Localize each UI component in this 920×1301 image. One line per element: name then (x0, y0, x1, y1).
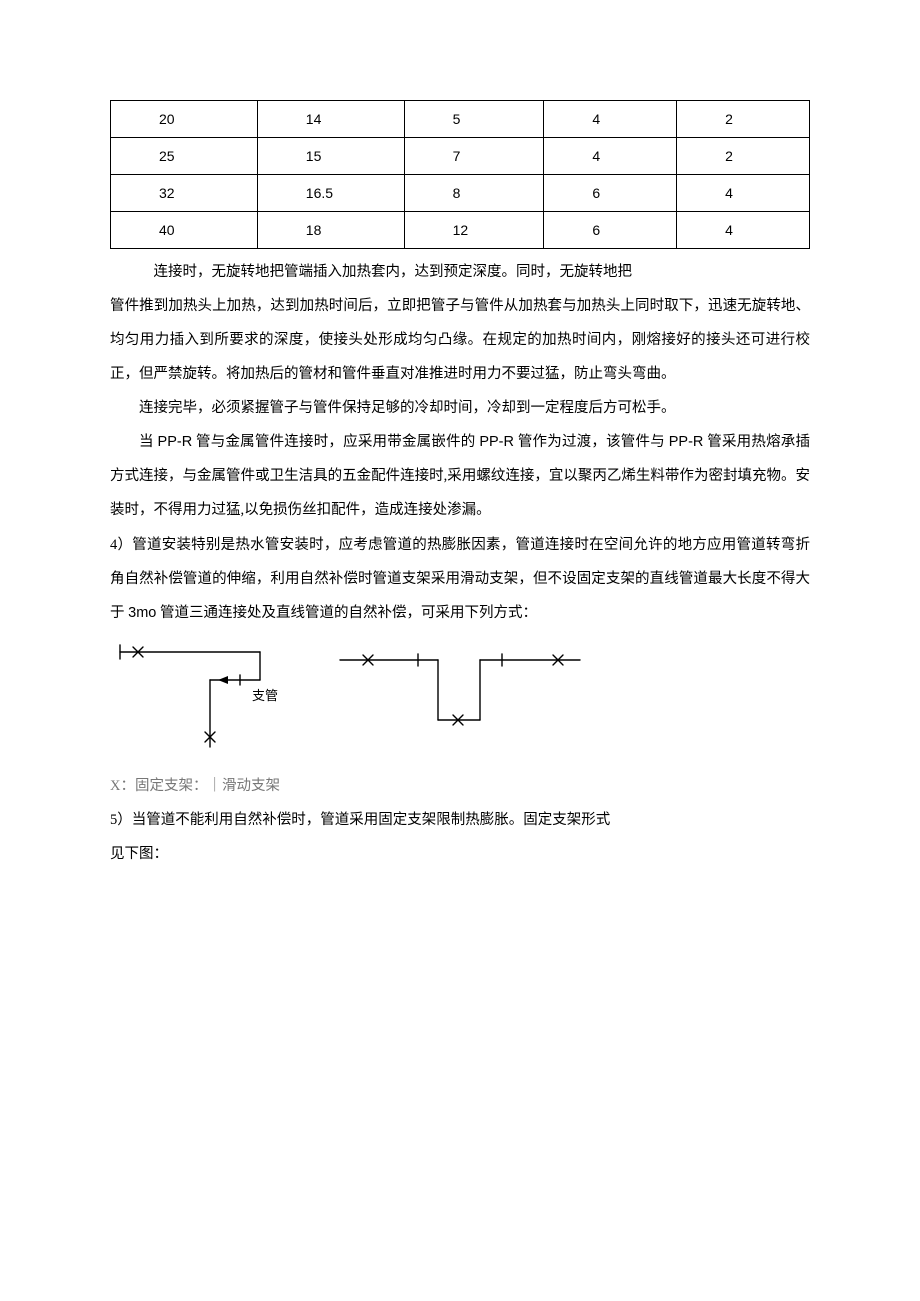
paragraph-connect-intro: 连接时，无旋转地把管端插入加热套内，达到预定深度。同时，无旋转地把 (110, 255, 810, 289)
text-run-latin: PP-R (158, 434, 193, 450)
table-row: 40 18 12 6 4 (111, 212, 810, 249)
cell: 4 (677, 175, 810, 212)
cell: 4 (544, 101, 677, 138)
cell: 6 (544, 175, 677, 212)
text-run-latin: PP-R (479, 434, 514, 450)
text-run: 管与金属管件连接时，应采用带金属嵌件的 (192, 434, 479, 450)
fusion-parameters-table: 20 14 5 4 2 25 15 7 4 2 32 16.5 8 6 4 40… (110, 100, 810, 249)
paragraph-see-below: 见下图： (110, 837, 810, 871)
text-run-latin: 3mo (128, 605, 156, 621)
table-row: 32 16.5 8 6 4 (111, 175, 810, 212)
paragraph-item-5: 5）当管道不能利用自然补偿时，管道采用固定支架限制热膨胀。固定支架形式 (110, 803, 810, 837)
text-run: 管作为过渡，该管件与 (514, 434, 669, 450)
table-row: 25 15 7 4 2 (111, 138, 810, 175)
cell: 20 (111, 101, 258, 138)
cell: 4 (544, 138, 677, 175)
cell: 14 (257, 101, 404, 138)
cell: 8 (404, 175, 544, 212)
table-row: 20 14 5 4 2 (111, 101, 810, 138)
text-run: 管道三通连接处及直线管道的自然补偿，可采用下列方式： (156, 605, 537, 621)
paragraph-cooling: 连接完毕，必须紧握管子与管件保持足够的冷却时间，冷却到一定程度后方可松手。 (110, 391, 810, 425)
cell: 15 (257, 138, 404, 175)
cell: 6 (544, 212, 677, 249)
cell: 40 (111, 212, 258, 249)
paragraph-item-4: 4）管道安装特别是热水管安装时，应考虑管道的热膨胀因素，管道连接时在空间允许的地… (110, 528, 810, 630)
cell: 2 (677, 101, 810, 138)
pipe-compensation-diagram: 支管 (110, 642, 810, 767)
cell: 4 (677, 212, 810, 249)
cell: 25 (111, 138, 258, 175)
paragraph-connect-detail: 管件推到加热头上加热，达到加热时间后，立即把管子与管件从加热套与加热头上同时取下… (110, 289, 810, 391)
cell: 16.5 (257, 175, 404, 212)
diagram-legend: X：固定支架：｜滑动支架 (110, 771, 810, 803)
svg-text:支管: 支管 (252, 688, 278, 703)
text-run-latin: PP-R (669, 434, 704, 450)
paragraph-ppr-metal: 当 PP-R 管与金属管件连接时，应采用带金属嵌件的 PP-R 管作为过渡，该管… (110, 425, 810, 527)
cell: 12 (404, 212, 544, 249)
text-run: 当 (139, 434, 158, 450)
cell: 2 (677, 138, 810, 175)
cell: 7 (404, 138, 544, 175)
cell: 5 (404, 101, 544, 138)
cell: 32 (111, 175, 258, 212)
cell: 18 (257, 212, 404, 249)
